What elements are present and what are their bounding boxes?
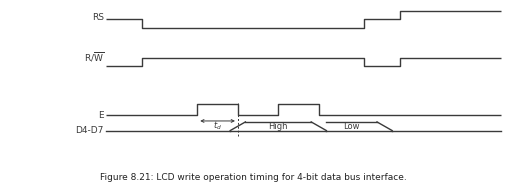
- Text: E: E: [98, 111, 104, 120]
- Text: D4-D7: D4-D7: [75, 126, 104, 135]
- Text: RS: RS: [91, 13, 104, 22]
- Text: Figure 8.21: LCD write operation timing for 4-bit data bus interface.: Figure 8.21: LCD write operation timing …: [99, 173, 406, 182]
- Text: R/$\overline{\mathrm{W}}$: R/$\overline{\mathrm{W}}$: [83, 51, 104, 64]
- Text: High: High: [268, 122, 287, 131]
- Text: $t_d$: $t_d$: [213, 119, 222, 132]
- Text: Low: Low: [343, 122, 359, 131]
